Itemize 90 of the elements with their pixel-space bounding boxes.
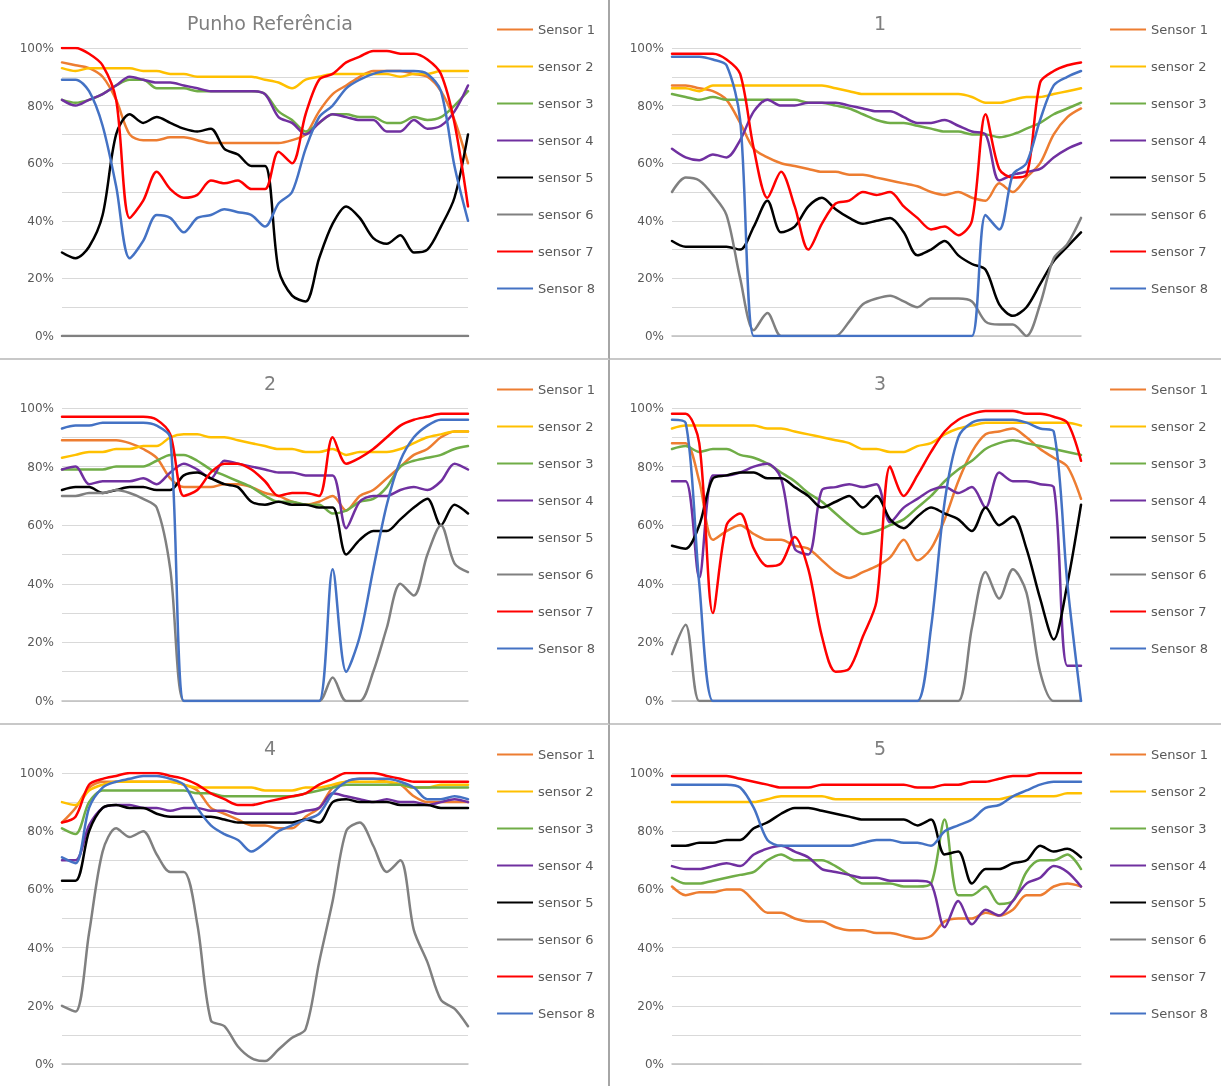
y-tick-label: 80%	[27, 824, 54, 839]
y-tick-label: 40%	[637, 213, 664, 228]
y-tick-label: 20%	[27, 998, 54, 1013]
legend-label: sensor 5	[1151, 895, 1207, 910]
y-tick-label: 60%	[637, 156, 664, 171]
chart-title: 4	[263, 736, 277, 759]
legend-label: Sensor 1	[538, 747, 595, 762]
legend-label: sensor 6	[1151, 567, 1207, 582]
legend-label: sensor 7	[1151, 604, 1207, 619]
legend-label: Sensor 1	[1151, 22, 1208, 37]
legend-label: sensor 3	[1151, 821, 1207, 836]
legend-label: sensor 2	[1151, 59, 1207, 74]
y-tick-label: 60%	[637, 518, 664, 533]
chart-title: Punho Referência	[187, 11, 353, 34]
legend-label: Sensor 1	[538, 382, 595, 397]
legend-label: sensor 4	[538, 493, 594, 508]
y-tick-label: 20%	[637, 635, 664, 650]
legend-label: sensor 5	[1151, 530, 1207, 545]
legend-label: sensor 2	[538, 419, 594, 434]
y-tick-label: 0%	[34, 1057, 54, 1071]
legend-label: Sensor 8	[1151, 1006, 1208, 1021]
legend-label: sensor 4	[1151, 133, 1207, 148]
legend-label: sensor 4	[1151, 493, 1207, 508]
chart-title: 2	[263, 371, 277, 394]
legend-label: sensor 6	[538, 207, 594, 222]
y-tick-label: 60%	[27, 156, 54, 171]
legend-label: sensor 4	[538, 858, 594, 873]
legend-label: sensor 7	[538, 604, 594, 619]
y-tick-label: 20%	[637, 998, 664, 1013]
y-tick-label: 0%	[644, 694, 664, 708]
legend-label: sensor 2	[1151, 419, 1207, 434]
y-tick-label: 60%	[27, 882, 54, 897]
y-tick-label: 80%	[27, 459, 54, 474]
y-tick-label: 40%	[637, 940, 664, 955]
legend-label: sensor 3	[538, 96, 594, 111]
legend-label: Sensor 1	[1151, 747, 1208, 762]
legend-label: Sensor 8	[538, 641, 595, 656]
y-tick-label: 20%	[27, 635, 54, 650]
legend-label: sensor 6	[538, 932, 594, 947]
y-tick-label: 40%	[27, 213, 54, 228]
legend-label: sensor 6	[1151, 932, 1207, 947]
y-tick-label: 60%	[27, 518, 54, 533]
legend-label: sensor 2	[1151, 784, 1207, 799]
y-tick-label: 100%	[629, 766, 664, 780]
legend-label: Sensor 8	[538, 281, 595, 296]
y-tick-label: 0%	[34, 694, 54, 708]
legend-label: Sensor 8	[1151, 281, 1208, 296]
y-tick-label: 20%	[637, 271, 664, 286]
y-tick-label: 80%	[27, 98, 54, 113]
legend-label: sensor 4	[538, 133, 594, 148]
legend-label: sensor 3	[1151, 456, 1207, 471]
y-tick-label: 100%	[629, 401, 664, 415]
y-tick-label: 100%	[19, 41, 54, 55]
legend-label: sensor 5	[538, 530, 594, 545]
y-tick-label: 100%	[19, 766, 54, 780]
chart-title: 1	[873, 11, 887, 34]
y-tick-label: 40%	[637, 576, 664, 591]
legend-label: sensor 4	[1151, 858, 1207, 873]
y-tick-label: 0%	[644, 1057, 664, 1071]
y-tick-label: 0%	[644, 329, 664, 343]
legend-label: sensor 7	[1151, 969, 1207, 984]
legend-label: sensor 2	[538, 784, 594, 799]
y-tick-label: 0%	[34, 329, 54, 343]
y-tick-label: 20%	[27, 271, 54, 286]
y-tick-label: 100%	[19, 401, 54, 415]
legend-label: sensor 6	[538, 567, 594, 582]
legend-label: sensor 3	[538, 821, 594, 836]
legend-label: sensor 2	[538, 59, 594, 74]
legend-label: Sensor 8	[538, 1006, 595, 1021]
y-tick-label: 80%	[637, 459, 664, 474]
legend-label: Sensor 8	[1151, 641, 1208, 656]
legend-label: sensor 5	[538, 895, 594, 910]
legend-label: sensor 3	[1151, 96, 1207, 111]
legend-label: sensor 7	[538, 969, 594, 984]
y-tick-label: 40%	[27, 576, 54, 591]
legend-label: Sensor 1	[1151, 382, 1208, 397]
y-tick-label: 80%	[637, 824, 664, 839]
legend-label: sensor 5	[1151, 170, 1207, 185]
chart-title: 3	[873, 371, 887, 394]
y-tick-label: 40%	[27, 940, 54, 955]
y-tick-label: 60%	[637, 882, 664, 897]
legend-label: sensor 5	[538, 170, 594, 185]
chart-title: 5	[873, 736, 887, 759]
y-tick-label: 100%	[629, 41, 664, 55]
y-tick-label: 80%	[637, 98, 664, 113]
legend-label: Sensor 1	[538, 22, 595, 37]
legend-label: sensor 7	[1151, 244, 1207, 259]
legend-label: sensor 6	[1151, 207, 1207, 222]
legend-label: sensor 7	[538, 244, 594, 259]
legend-label: sensor 3	[538, 456, 594, 471]
